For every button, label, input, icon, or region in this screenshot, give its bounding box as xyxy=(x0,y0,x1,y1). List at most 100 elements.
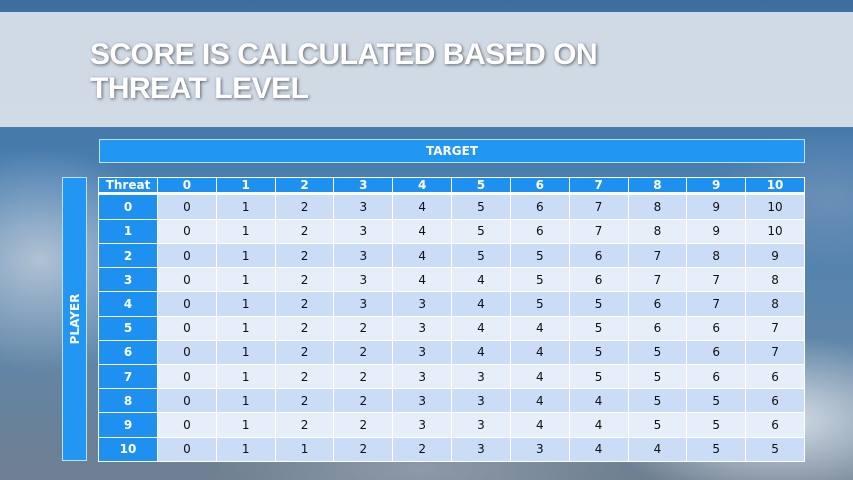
score-cell: 8 xyxy=(686,243,747,269)
score-cell: 0 xyxy=(157,364,217,390)
score-cell: 2 xyxy=(274,412,335,438)
score-cell: 6 xyxy=(568,243,629,269)
score-cell: 3 xyxy=(392,291,453,317)
score-cell: 2 xyxy=(333,364,394,390)
score-cell: 0 xyxy=(157,193,217,220)
score-cell: 1 xyxy=(215,315,276,341)
row-header: 6 xyxy=(98,339,158,366)
column-header: 4 xyxy=(392,177,453,195)
score-cell: 0 xyxy=(157,315,217,341)
score-cell: 2 xyxy=(274,339,335,366)
score-cell: 6 xyxy=(745,364,805,390)
score-cell: 5 xyxy=(451,193,511,220)
column-header: 0 xyxy=(157,177,217,195)
score-cell: 4 xyxy=(568,388,629,414)
score-cell: 4 xyxy=(451,315,511,341)
score-cell: 2 xyxy=(274,267,335,293)
score-cell: 5 xyxy=(686,388,747,414)
row-header: 3 xyxy=(98,267,158,293)
score-cell: 0 xyxy=(157,243,217,269)
score-cell: 3 xyxy=(451,436,511,463)
score-cell: 0 xyxy=(157,291,217,317)
score-cell: 5 xyxy=(568,339,629,366)
column-header: 7 xyxy=(568,177,629,195)
score-cell: 2 xyxy=(274,291,335,317)
score-cell: 4 xyxy=(509,339,570,366)
score-cell: 2 xyxy=(274,243,335,269)
score-cell: 5 xyxy=(627,388,688,414)
row-header: 5 xyxy=(98,315,158,341)
score-cell: 5 xyxy=(627,339,688,366)
row-header: 1 xyxy=(98,218,158,245)
score-cell: 0 xyxy=(157,388,217,414)
score-cell: 4 xyxy=(509,364,570,390)
row-header: 8 xyxy=(98,388,158,414)
score-cell: 10 xyxy=(745,218,805,245)
score-cell: 2 xyxy=(274,364,335,390)
player-label: PLAYER xyxy=(67,293,82,345)
score-cell: 3 xyxy=(451,388,511,414)
score-cell: 1 xyxy=(215,243,276,269)
score-cell: 3 xyxy=(392,388,453,414)
score-cell: 3 xyxy=(333,291,394,317)
title-line-1: SCORE IS CALCULATED BASED ON xyxy=(90,38,598,71)
score-cell: 1 xyxy=(215,291,276,317)
score-cell: 5 xyxy=(568,315,629,341)
score-cell: 3 xyxy=(392,315,453,341)
score-cell: 6 xyxy=(509,193,570,220)
score-cell: 7 xyxy=(627,267,688,293)
column-header: 5 xyxy=(451,177,511,195)
score-cell: 6 xyxy=(686,339,747,366)
score-cell: 1 xyxy=(215,267,276,293)
score-cell: 2 xyxy=(333,436,394,463)
score-cell: 3 xyxy=(451,364,511,390)
score-cell: 6 xyxy=(745,388,805,414)
score-cell: 9 xyxy=(686,193,747,220)
score-cell: 0 xyxy=(157,436,217,463)
row-header: 10 xyxy=(98,436,158,463)
score-cell: 8 xyxy=(627,193,688,220)
score-cell: 0 xyxy=(157,412,217,438)
score-cell: 1 xyxy=(215,218,276,245)
score-cell: 5 xyxy=(745,436,805,463)
score-cell: 5 xyxy=(451,218,511,245)
score-cell: 5 xyxy=(509,243,570,269)
score-cell: 9 xyxy=(686,218,747,245)
row-header: 0 xyxy=(98,193,158,220)
score-cell: 5 xyxy=(627,364,688,390)
score-cell: 1 xyxy=(215,339,276,366)
table-row: 1 0 1 2 3 4 5 6 7 8 9 10 xyxy=(98,218,805,245)
score-cell: 3 xyxy=(333,243,394,269)
score-cell: 5 xyxy=(568,364,629,390)
score-cell: 7 xyxy=(745,315,805,341)
player-header: PLAYER xyxy=(62,177,87,461)
score-cell: 0 xyxy=(157,218,217,245)
score-cell: 1 xyxy=(215,412,276,438)
column-header: 6 xyxy=(509,177,570,195)
score-cell: 1 xyxy=(215,388,276,414)
score-cell: 2 xyxy=(274,218,335,245)
score-cell: 4 xyxy=(451,339,511,366)
score-cell: 4 xyxy=(509,315,570,341)
score-cell: 6 xyxy=(509,218,570,245)
table-header-row: Threat 0 1 2 3 4 5 6 7 8 9 10 xyxy=(98,177,805,195)
score-cell: 4 xyxy=(627,436,688,463)
column-header: 2 xyxy=(274,177,335,195)
title-line-2: THREAT LEVEL xyxy=(90,72,309,105)
score-cell: 7 xyxy=(568,193,629,220)
target-header: TARGET xyxy=(99,139,805,163)
score-cell: 2 xyxy=(333,339,394,366)
score-cell: 6 xyxy=(686,364,747,390)
score-cell: 4 xyxy=(392,218,453,245)
table-row: 0 0 1 2 3 4 5 6 7 8 9 10 xyxy=(98,193,805,220)
score-cell: 4 xyxy=(451,291,511,317)
corner-header: Threat xyxy=(98,177,158,195)
score-cell: 9 xyxy=(745,243,805,269)
